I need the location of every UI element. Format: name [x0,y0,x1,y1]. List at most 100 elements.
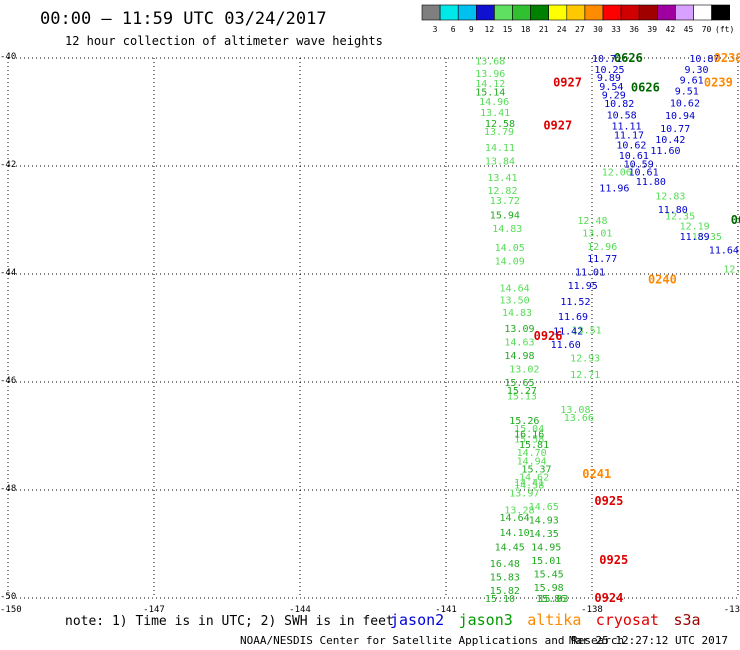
wave-height-label: 15.01 [531,556,561,567]
chart-subtitle: 12 hour collection of altimeter wave hei… [65,34,383,48]
wave-height-label: 15.45 [534,570,564,581]
wave-height-label: 10.61 [629,167,659,178]
wave-height-label: 15.03 [538,594,568,605]
color-scale: 3 6 9 12 15 18 21 24 27 30 33 36 39 42 45 70 (ft) [421,4,734,34]
wave-height-label: 10.71 [592,54,622,65]
wave-height-label: 14.05 [495,243,525,254]
credit-line: NOAA/NESDIS Center for Satellite Applica… [240,634,624,647]
pass-time-label: 0927 [553,75,582,89]
wave-height-label: 13.97 [509,489,539,500]
wave-height-label: 10.82 [604,99,634,110]
wave-height-label: 14.35 [529,529,559,540]
wave-height-label: 11.01 [575,267,605,278]
scale-swatch [421,4,441,21]
wave-height-label: 15.82 [490,586,520,597]
wave-height-label: 13.02 [509,365,539,376]
scale-label: 36 [629,25,639,34]
scale-swatch [675,4,694,21]
wave-height-label: 10.61 [619,151,649,162]
wave-height-label: 14.96 [479,97,509,108]
wave-height-label: 12.83 [655,192,685,203]
wave-height-label: 15.58 [514,435,544,446]
wave-height-label: 13.41 [480,108,510,119]
scale-swatch [439,4,459,21]
satellite-legend: jason2 jason3 altika cryosat s3a [390,611,701,629]
scale-swatch [530,4,549,21]
wave-height-label: 10.62 [616,140,646,151]
scale-label: 9 [469,25,474,34]
y-tick-labels: -40 -42 -44 -46 -48 -50 [0,52,16,602]
wave-height-label: 11.80 [658,205,688,216]
wave-height-label: 10.42 [655,135,685,146]
scale-swatch [620,4,640,21]
wave-height-label: 10.87 [689,54,719,65]
wave-height-label: 13.96 [475,69,505,80]
wave-height-label: 13.08 [560,405,590,416]
x-tick-label: -141 [435,605,457,615]
wave-height-label: 11.52 [560,297,590,308]
scale-swatch [711,4,730,21]
scale-swatch [566,4,586,21]
wave-height-label: 14.45 [495,543,525,554]
scale-swatch [457,4,477,21]
timestamp: Mar 25 12:27:12 UTC 2017 [569,634,728,647]
wave-height-label: 14.64 [500,513,530,524]
scale-label: 42 [666,25,676,34]
wave-height-label: 9.54 [599,82,623,93]
chart-title: 00:00 – 11:59 UTC 03/24/2017 [40,9,327,29]
scale-label: 39 [647,25,657,34]
wave-height-label: 14.12 [475,79,505,90]
wave-height-label: 14.10 [500,528,530,539]
y-tick-label: -44 [0,268,16,278]
wave-height-label: 10.25 [594,65,624,76]
wave-height-label: 12.48 [577,216,607,227]
wave-height-label: 11.64 [709,246,739,257]
pass-time-label: 0924 [594,591,623,605]
wave-height-label: 13.41 [487,173,517,184]
footer-note: note: 1) Time is in UTC; 2) SWH is in fe… [65,614,394,629]
scale-label: (ft) [715,25,734,34]
scale-label: 15 [503,25,513,34]
wave-height-label: 15.26 [509,416,539,427]
scale-swatch [602,4,622,21]
satellite-altika: altika [527,611,581,629]
scale-label: 18 [521,25,531,34]
scale-label: 3 [433,25,438,34]
wave-height-label: 14.41 [514,478,544,489]
pass-time-label: 06 [731,213,740,227]
wave-height-label: 14.95 [531,543,561,554]
wave-height-label: 14.11 [485,143,515,154]
wave-height-label: 16.48 [490,559,520,570]
wave-height-label: 14.65 [529,502,559,513]
wave-height-label: 15.37 [521,464,551,475]
wave-height-label: 13.35 [692,232,722,243]
satellite-jason2: jason2 [390,611,444,629]
wave-height-label: 14.98 [504,351,534,362]
wave-height-label: 15.04 [514,424,544,435]
wave-height-label: 13.79 [484,127,514,138]
y-tick-label: -50 [0,592,16,602]
pass-time-label: 0241 [582,467,611,481]
y-tick-label: -40 [0,52,16,62]
x-tick-label: -147 [143,605,165,615]
scale-swatch [494,4,513,21]
scale-label: 33 [611,25,621,34]
wave-height-label: 14.94 [517,456,547,467]
scale-swatch [693,4,712,21]
scale-label: 45 [684,25,694,34]
scale-label: 21 [539,25,549,34]
wave-height-label: 15.14 [475,87,505,98]
scale-label: 30 [593,25,603,34]
wave-height-label: 13.28 [504,505,534,516]
wave-height-label: 9.30 [684,65,708,76]
wave-height-label: 12.06 [602,167,632,178]
pass-time-label: 0239 [704,75,733,89]
y-tick-label: -48 [0,484,16,494]
pass-time-label: 0925 [594,494,623,508]
wave-height-label: 15.86 [536,594,566,605]
wave-height-label: 15.65 [504,378,534,389]
wave-height-label: 13.01 [582,228,612,239]
scale-label: 12 [485,25,495,34]
wave-height-label: 13.68 [475,57,505,68]
